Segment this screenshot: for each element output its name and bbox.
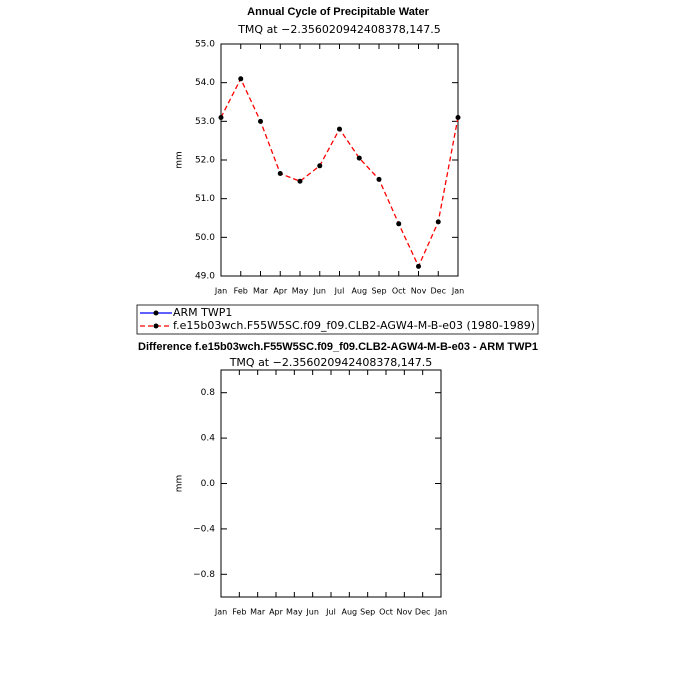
y-tick-label: 54.0 — [195, 78, 215, 88]
data-point — [218, 114, 224, 120]
x-tick-label: Jan — [214, 608, 227, 617]
y-tick-label: 0.0 — [201, 479, 216, 489]
x-tick-label: Mar — [250, 608, 266, 617]
y-tick-label: 50.0 — [195, 233, 215, 243]
y-tick-label: 49.0 — [195, 272, 215, 282]
data-point — [317, 163, 323, 169]
x-tick-label: Mar — [253, 287, 269, 296]
chart-subtitle: TMQ at −2.356020942408378,147.5 — [229, 356, 433, 369]
x-tick-label: Aug — [351, 287, 367, 296]
y-tick-label: 0.4 — [201, 434, 216, 444]
x-tick-label: Sep — [360, 608, 375, 617]
y-tick-label: 51.0 — [195, 194, 215, 204]
legend-label: ARM TWP1 — [173, 306, 232, 319]
x-tick-label: Apr — [269, 608, 284, 617]
x-tick-label: Aug — [342, 608, 358, 617]
plot-frame — [220, 43, 459, 277]
y-tick-label: −0.8 — [193, 570, 215, 580]
y-tick-label: 53.0 — [195, 117, 215, 127]
series-line — [220, 77, 459, 268]
chart-title: Difference f.e15b03wch.F55W5SC.f09_f09.C… — [138, 341, 538, 353]
x-tick-label: Feb — [232, 608, 246, 617]
data-point — [238, 76, 244, 82]
x-tick-label: Nov — [411, 287, 427, 296]
legend-marker — [153, 323, 159, 329]
data-point — [337, 126, 342, 132]
legend-label: f.e15b03wch.F55W5SC.f09_f09.CLB2-AGW4-M-… — [173, 319, 535, 332]
chart-title: Annual Cycle of Precipitable Water — [247, 6, 429, 18]
legend-box — [136, 304, 539, 335]
y-axis-label: mm — [175, 475, 185, 493]
y-axis-label: mm — [175, 151, 185, 169]
x-tick-label: Jun — [313, 287, 327, 296]
x-tick-label: Jan — [451, 287, 464, 296]
y-tick-label: 0.8 — [201, 388, 216, 398]
data-point — [376, 176, 382, 182]
y-tick-label: 55.0 — [195, 40, 215, 50]
x-tick-label: Sep — [371, 287, 386, 296]
data-point — [277, 171, 283, 177]
x-tick-label: May — [292, 287, 309, 296]
y-tick-label: 52.0 — [195, 156, 215, 166]
x-tick-label: Dec — [415, 608, 430, 617]
data-point — [258, 118, 263, 124]
x-tick-label: May — [286, 608, 303, 617]
data-point — [455, 114, 461, 120]
x-tick-label: Oct — [392, 287, 406, 296]
data-point — [356, 155, 362, 161]
plot-frame — [220, 369, 442, 598]
x-tick-label: Jul — [334, 287, 345, 296]
chart-subtitle: TMQ at −2.356020942408378,147.5 — [237, 23, 441, 36]
x-tick-label: Jan — [434, 608, 447, 617]
x-tick-label: Jan — [214, 287, 227, 296]
x-tick-label: Feb — [234, 287, 248, 296]
x-tick-label: Jun — [305, 608, 319, 617]
x-tick-label: Nov — [397, 608, 413, 617]
data-point — [435, 219, 441, 225]
data-point — [396, 221, 402, 227]
x-tick-label: Apr — [273, 287, 288, 296]
data-point — [297, 178, 303, 184]
x-tick-label: Jul — [325, 608, 336, 617]
legend-marker — [153, 310, 159, 316]
y-tick-label: −0.4 — [193, 524, 215, 534]
data-point — [416, 263, 421, 269]
x-tick-label: Oct — [379, 608, 393, 617]
x-tick-label: Dec — [431, 287, 446, 296]
